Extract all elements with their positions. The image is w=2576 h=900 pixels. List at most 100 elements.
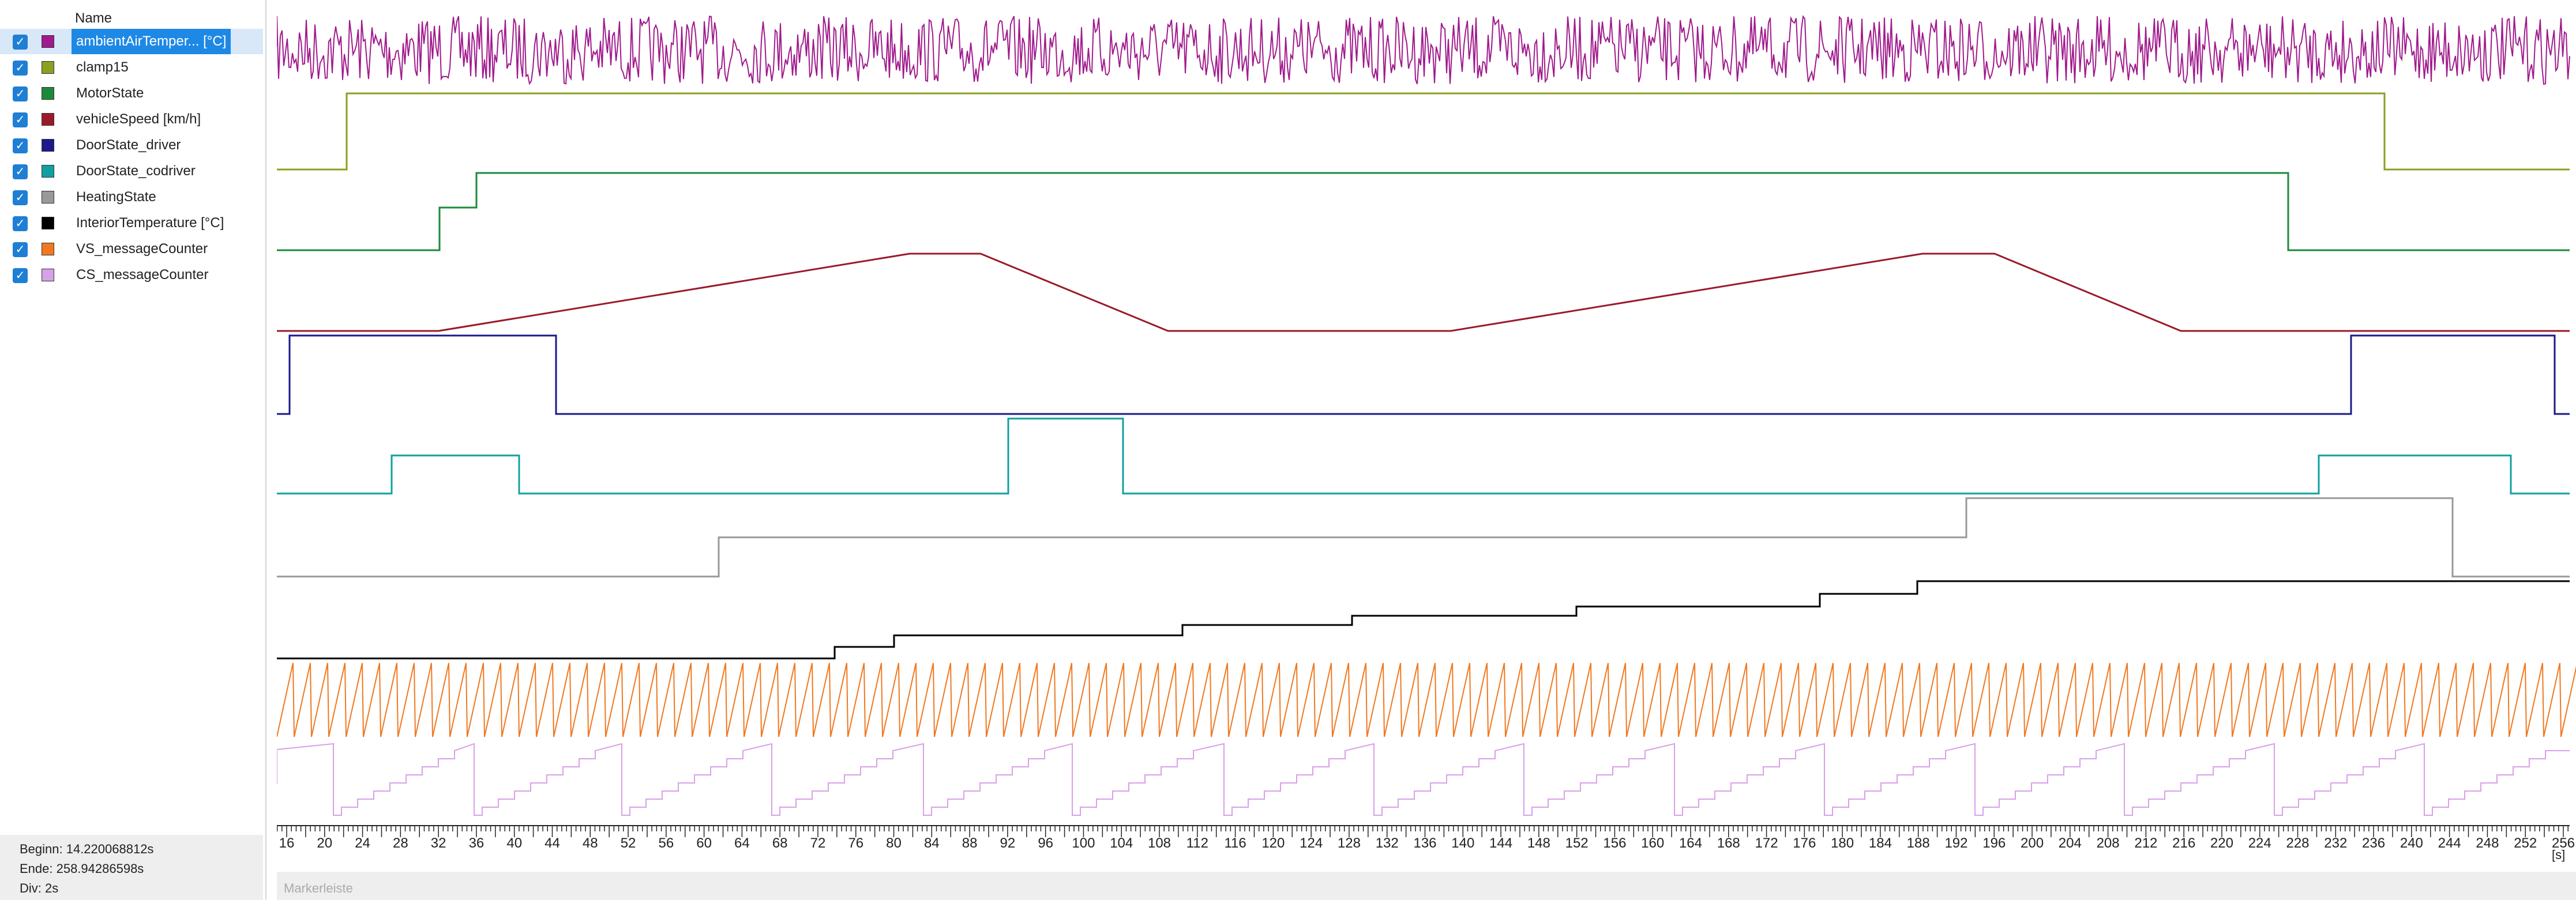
axis-tick-label: 224 [2248,835,2271,851]
trace-cs-messagecounter [277,743,2570,816]
signal-label: DoorState_driver [76,137,181,153]
signal-row-interior-temperature[interactable]: ✓ InteriorTemperature [°C] [0,210,263,236]
checkbox[interactable]: ✓ [13,190,28,205]
axis-tick-label: 164 [1679,835,1702,851]
axis-tick-label: 96 [1038,835,1053,851]
axis-tick-label: 40 [506,835,522,851]
color-swatch[interactable] [42,61,54,74]
checkbox[interactable]: ✓ [13,35,28,50]
color-swatch[interactable] [42,35,54,48]
axis-tick-label: 136 [1413,835,1436,851]
division: Div: 2s [20,881,59,895]
axis-tick-label: 188 [1907,835,1930,851]
axis-tick-label: 152 [1565,835,1589,851]
axis-tick-label: 156 [1603,835,1626,851]
color-swatch[interactable] [42,269,54,281]
signal-traces [277,15,2576,816]
axis-tick-label: 32 [431,835,446,851]
axis-tick-label: 196 [1982,835,2006,851]
axis-tick-label: 68 [772,835,788,851]
signal-row-clamp15[interactable]: ✓ clamp15 [0,55,263,80]
marker-bar[interactable]: Markerleiste [277,872,2576,900]
signal-plot-area[interactable]: 16 20 24 28 32 36 40 44 48 52 56 60 64 68 72 76 80 84 88 92… [277,0,2576,872]
signal-label: InteriorTemperature [°C] [76,215,224,231]
axis-tick-label: 172 [1755,835,1778,851]
axis-tick-label: 80 [886,835,902,851]
axis-tick-label: 64 [734,835,750,851]
axis-tick-label: 120 [1261,835,1285,851]
checkbox[interactable]: ✓ [13,164,28,179]
axis-tick-label: 112 [1186,835,1208,851]
axis-tick-label: 52 [621,835,636,851]
signal-label: CS_messageCounter [76,267,209,283]
axis-tick-label: 124 [1300,835,1323,851]
axis-tick-label: 140 [1451,835,1474,851]
signal-row-doorstate-codriver[interactable]: ✓ DoorState_codriver [0,159,263,184]
axis-tick-label: 144 [1489,835,1512,851]
signal-row-motorstate[interactable]: ✓ MotorState [0,81,263,106]
checkbox[interactable]: ✓ [13,268,28,283]
signal-row-vs-messagecounter[interactable]: ✓ VS_messageCounter [0,236,263,262]
color-swatch[interactable] [42,139,54,152]
axis-tick-label: 104 [1110,835,1133,851]
axis-tick-label: 92 [1000,835,1016,851]
color-swatch[interactable] [42,113,54,126]
axis-tick-label: 72 [810,835,826,851]
axis-tick-label: 108 [1148,835,1171,851]
axis-tick-label: 180 [1831,835,1854,851]
signal-row-doorstate-driver[interactable]: ✓ DoorState_driver [0,133,263,158]
signal-label: clamp15 [76,59,129,75]
axis-tick-label: 36 [469,835,485,851]
axis-tick-label: 208 [2097,835,2120,851]
signal-row-ambient-air-temperature[interactable]: ✓ ambientAirTemper... [°C] [0,29,263,54]
color-swatch[interactable] [42,217,54,229]
color-swatch[interactable] [42,243,54,255]
axis-tick-label: 76 [848,835,863,851]
signal-row-cs-messagecounter[interactable]: ✓ CS_messageCounter [0,262,263,288]
axis-tick-label: 16 [279,835,295,851]
signal-row-heatingstate[interactable]: ✓ HeatingState [0,184,263,210]
axis-tick-label: 100 [1072,835,1095,851]
axis-tick-label: 228 [2286,835,2309,851]
axis-tick-label: 148 [1527,835,1550,851]
color-swatch[interactable] [42,191,54,204]
checkbox[interactable]: ✓ [13,242,28,257]
checkbox[interactable]: ✓ [13,112,28,127]
axis-tick-label: 204 [2059,835,2082,851]
signal-label: vehicleSpeed [km/h] [76,111,201,127]
signal-row-vehiclespeed[interactable]: ✓ vehicleSpeed [km/h] [0,107,263,132]
marker-bar-label: Markerleiste [284,881,353,895]
checkbox[interactable]: ✓ [13,86,28,101]
axis-tick-label: 232 [2324,835,2347,851]
color-swatch[interactable] [42,165,54,178]
name-column-header[interactable]: Name [75,10,112,26]
checkbox[interactable]: ✓ [13,216,28,231]
signal-label: MotorState [76,85,144,101]
signal-label: DoorState_codriver [76,163,196,179]
trace-doorstate-codriver [277,417,2570,495]
axis-tick-label: 20 [317,835,332,851]
trace-ambient-air-temperature [277,15,2570,85]
axis-tick-label: 28 [393,835,408,851]
time-axis: 16 20 24 28 32 36 40 44 48 52 56 60 64 68 72 76 80 84 88 92… [277,825,2575,851]
checkbox[interactable]: ✓ [13,138,28,153]
color-swatch[interactable] [42,87,54,100]
axis-tick-label: 248 [2476,835,2499,851]
axis-tick-label: 200 [2021,835,2044,851]
signal-list-panel: Name ✓ ambientAirTemper... [°C] ✓ clamp1… [0,0,266,900]
axis-tick-label: 184 [1869,835,1892,851]
axis-tick-label: 56 [658,835,674,851]
axis-tick-label: 252 [2514,835,2537,851]
axis-tick-label: 128 [1338,835,1361,851]
trace-doorstate-driver [277,334,2570,415]
trace-vs-messagecounter [277,662,2576,737]
axis-tick-label: 84 [924,835,940,851]
axis-tick-label: 168 [1717,835,1740,851]
axis-tick-label: 240 [2400,835,2423,851]
trace-interior-temperature [277,580,2570,660]
end-time: Ende: 258.94286598s [20,861,144,876]
time-range-status: Beginn: 14.220068812s Ende: 258.94286598… [0,835,263,900]
checkbox[interactable]: ✓ [13,61,28,76]
signal-label: HeatingState [76,189,156,205]
axis-tick-label: 44 [545,835,560,851]
